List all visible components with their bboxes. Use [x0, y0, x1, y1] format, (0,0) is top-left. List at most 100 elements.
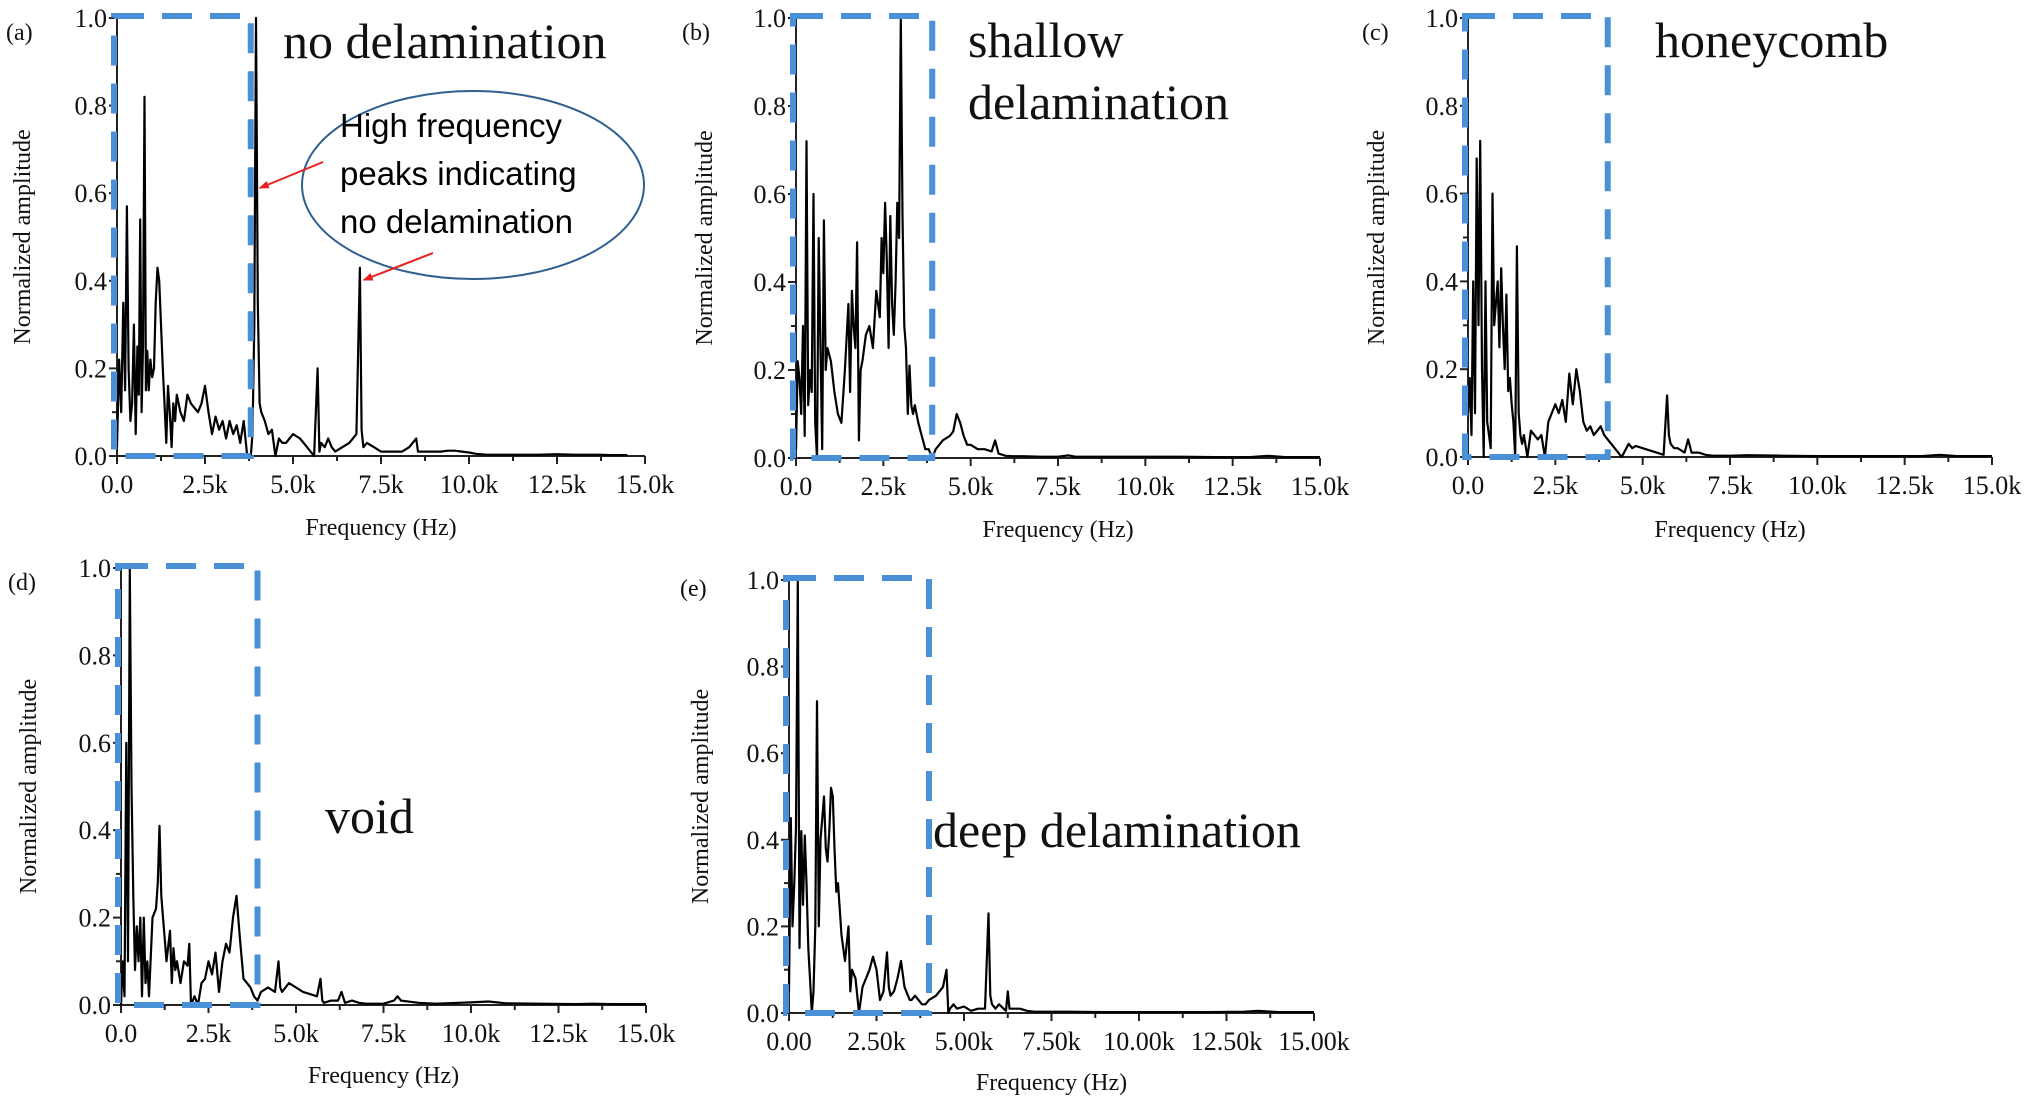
low-frequency-region-box: [783, 575, 932, 1016]
y-tick-label: 0.4: [79, 816, 112, 845]
x-axis-title: Frequency (Hz): [308, 1063, 459, 1089]
y-tick-label: 1.0: [1426, 4, 1459, 33]
x-axis-title: Frequency (Hz): [976, 1070, 1127, 1096]
defect-type-label: no delamination: [283, 13, 607, 69]
low-frequency-region-box: [1462, 13, 1611, 460]
x-tick-label: 0.0: [105, 1019, 138, 1048]
low-frequency-region-box: [115, 563, 261, 1008]
y-axis-title: Normalized amplitude: [688, 689, 714, 904]
callout-ellipse: [301, 90, 645, 280]
y-tick-label: 0.6: [1426, 180, 1459, 209]
y-tick-label: 0.8: [75, 92, 108, 121]
y-tick-label: 0.0: [75, 442, 108, 471]
y-axis-title: Normalized amplitude: [10, 129, 36, 344]
x-tick-label: 10.0k: [440, 470, 499, 499]
callout-arrow: [258, 161, 324, 189]
y-tick-label: 1.0: [79, 554, 112, 583]
panel-c: (c) 0.0 2.5k 5.0k 7.5k 10.0k 12.5k 15.0k 0.0 0.2 0…: [1362, 4, 2021, 543]
y-tick-label: 0.0: [747, 999, 780, 1028]
panel-a: (a) 0.0 2.5k 5.0k 7.5k 10.0k 12.5k 15.0k 0.0 0.2 0…: [6, 4, 674, 541]
callout-text: High frequency: [340, 107, 562, 144]
y-tick-label: 0.6: [747, 739, 780, 768]
y-tick-label: 1.0: [747, 566, 780, 595]
x-tick-label: 7.50k: [1022, 1027, 1081, 1056]
panel-label: (d): [8, 570, 36, 596]
x-tick-label: 15.0k: [617, 1019, 676, 1048]
x-tick-label: 10.00k: [1103, 1027, 1175, 1056]
y-axis-title: Normalized amplitude: [16, 679, 42, 894]
y-tick-label: 0.8: [1426, 92, 1459, 121]
y-tick-label: 0.8: [747, 653, 780, 682]
x-tick-label: 5.0k: [270, 470, 316, 499]
defect-type-label: shallow: [968, 12, 1124, 68]
x-tick-label: 2.50k: [847, 1027, 906, 1056]
y-tick-label: 0.0: [79, 991, 112, 1020]
x-tick-label: 2.5k: [861, 472, 907, 501]
x-tick-label: 5.0k: [948, 472, 994, 501]
x-tick-label: 10.0k: [1788, 471, 1847, 500]
x-tick-label: 12.5k: [528, 470, 587, 499]
y-axis-title: Normalized amplitude: [1364, 130, 1390, 345]
y-tick-label: 1.0: [754, 4, 787, 33]
x-tick-label: 2.5k: [1533, 471, 1579, 500]
low-frequency-region-box: [790, 13, 936, 461]
x-tick-label: 7.5k: [361, 1019, 407, 1048]
y-axis-title: Normalized amplitude: [692, 130, 718, 345]
panel-label: (c): [1362, 20, 1389, 46]
x-axis-title: Frequency (Hz): [1654, 517, 1805, 543]
x-tick-label: 0.00: [766, 1027, 812, 1056]
x-tick-label: 12.5k: [1875, 471, 1934, 500]
panel-b: (b) 0.0 2.5k 5.0k 7.5k 10.0k 12.5k 15.0k 0.0 0.2 0…: [682, 4, 1349, 543]
y-tick-label: 0.6: [79, 729, 112, 758]
callout-arrow: [362, 252, 434, 281]
x-tick-label: 15.0k: [1963, 471, 2022, 500]
x-tick-label: 7.5k: [1035, 472, 1081, 501]
y-tick-label: 0.8: [754, 92, 787, 121]
panel-e: (e) 0.00 2.50k 5.00k 7.50k 10.00k 12.50k 15.00k…: [680, 566, 1350, 1096]
y-tick-label: 0.2: [1426, 355, 1459, 384]
callout-text: peaks indicating: [340, 155, 577, 192]
x-tick-label: 10.0k: [442, 1019, 501, 1048]
x-tick-label: 10.0k: [1116, 472, 1175, 501]
panel-d: (d) 0.0 2.5k 5.0k 7.5k 10.0k 12.5k 15.0k 0.0 0.2 0…: [8, 554, 675, 1089]
x-tick-label: 7.5k: [1707, 471, 1753, 500]
y-tick-label: 0.2: [75, 354, 108, 383]
x-tick-label: 15.0k: [1291, 472, 1350, 501]
y-tick-label: 0.4: [747, 826, 780, 855]
y-tick-label: 0.4: [754, 268, 787, 297]
x-tick-label: 0.0: [1452, 471, 1485, 500]
y-tick-label: 0.0: [754, 444, 787, 473]
y-tick-label: 0.8: [79, 641, 112, 670]
x-tick-label: 0.0: [101, 470, 134, 499]
x-tick-label: 12.5k: [1203, 472, 1262, 501]
y-tick-label: 0.6: [75, 179, 108, 208]
defect-type-label: delamination: [968, 74, 1229, 130]
x-tick-label: 0.0: [780, 472, 813, 501]
x-tick-label: 2.5k: [182, 470, 228, 499]
y-tick-label: 0.4: [1426, 267, 1459, 296]
low-frequency-region-box: [111, 13, 254, 459]
x-tick-label: 7.5k: [358, 470, 404, 499]
y-tick-label: 0.6: [754, 180, 787, 209]
y-tick-label: 0.4: [75, 267, 108, 296]
defect-type-label: void: [325, 788, 414, 844]
panel-label: (b): [682, 20, 710, 46]
y-tick-label: 0.2: [79, 904, 112, 933]
x-tick-label: 12.5k: [529, 1019, 588, 1048]
spectrum-line: [119, 566, 646, 1007]
panel-label: (a): [6, 20, 33, 46]
x-tick-label: 5.00k: [935, 1027, 994, 1056]
x-axis-title: Frequency (Hz): [982, 517, 1133, 543]
x-tick-label: 2.5k: [186, 1019, 232, 1048]
x-tick-label: 5.0k: [273, 1019, 319, 1048]
spectrum-line: [794, 16, 1320, 460]
x-tick-label: 15.0k: [616, 470, 675, 499]
defect-type-label: deep delamination: [933, 802, 1301, 858]
defect-type-label: honeycomb: [1655, 12, 1888, 68]
spectrum-line: [787, 578, 1314, 1015]
callout-text: no delamination: [340, 203, 573, 240]
y-tick-label: 0.0: [1426, 443, 1459, 472]
x-tick-label: 15.00k: [1278, 1027, 1350, 1056]
spectrum-line: [1466, 139, 1992, 459]
